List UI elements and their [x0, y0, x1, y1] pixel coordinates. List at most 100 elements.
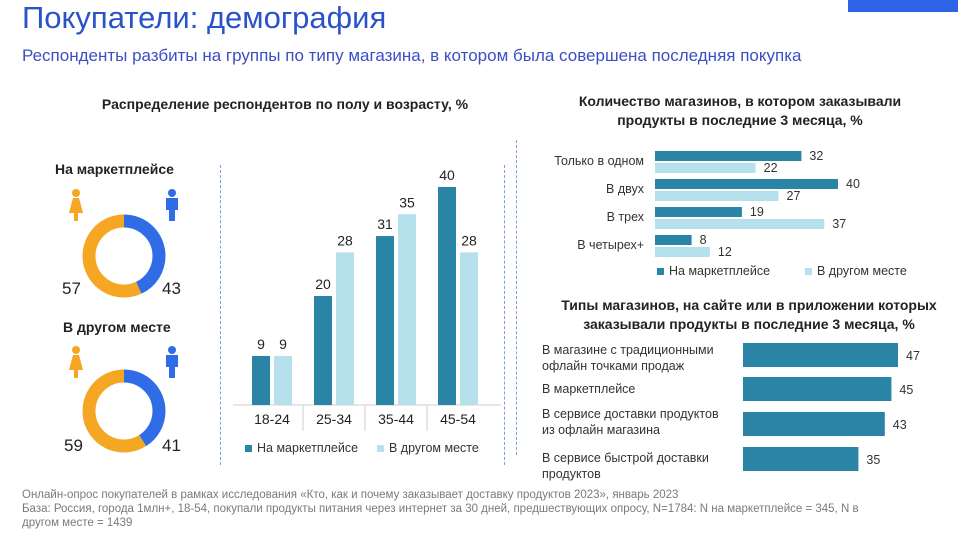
legend-swatch-dark: [245, 444, 252, 452]
bar-store-type: [743, 377, 892, 401]
x-tick-label: 35-44: [378, 411, 414, 427]
bar-value-label: 12: [718, 245, 732, 259]
type-label-1: В магазине с традиционными офлайн точкам…: [542, 342, 742, 374]
bar-other-25-34: [336, 252, 354, 405]
footnote-line1: Онлайн-опрос покупателей в рамках исслед…: [22, 489, 679, 501]
store-type-title: Типы магазинов, на сайте или в приложени…: [540, 296, 958, 334]
count-label-1: Только в одном: [554, 154, 644, 168]
male-icon: [166, 189, 178, 221]
x-tick-label: 18-24: [254, 411, 290, 427]
male-share-other: 41: [162, 436, 181, 455]
legend-swatch-light: [805, 267, 812, 275]
store-count-title: Количество магазинов, в котором заказыва…: [535, 92, 945, 130]
bar-other-18-24: [274, 355, 292, 405]
bar-value-label: 47: [906, 349, 920, 363]
legend-swatch-light: [377, 444, 384, 452]
type-label-3: В сервисе доставки продуктов из офлайн м…: [542, 406, 742, 438]
footnote-line2: База: Россия, города 1млн+, 18-54, покуп…: [22, 503, 859, 515]
age-gender-title: Распределение респондентов по полу и воз…: [101, 96, 469, 112]
type-label-3-line1: В сервисе доставки продуктов: [542, 407, 719, 421]
donut-slice-female: [82, 214, 166, 298]
bar-marketplace: [655, 151, 802, 161]
bar-marketplace: [655, 235, 692, 245]
donut-charts: [69, 189, 178, 453]
bar-value-label: 40: [439, 167, 455, 183]
bar-value-label: 9: [257, 336, 265, 352]
x-tick-label: 45-54: [440, 411, 476, 427]
store-type-title-line2: заказывали продукты в последние 3 месяца…: [583, 316, 915, 332]
type-label-4-line2: продуктов: [542, 467, 601, 481]
page-subtitle: Респонденты разбиты на группы по типу ма…: [22, 46, 802, 65]
bar-other-45-54: [460, 252, 478, 405]
store-count-title-line1: Количество магазинов, в котором заказыва…: [578, 93, 902, 109]
legend-swatch-dark: [657, 267, 664, 275]
bar-value-label: 35: [866, 453, 880, 467]
bar-value-label: 31: [377, 216, 393, 232]
count-label-4: В четырех+: [577, 238, 644, 252]
age-bar-chart: 9 9 18-24 20 28 25-34 31 35 35-44 40 28 45-54: [233, 167, 501, 431]
store-count-bar-chart: 32 22 40 27 19 37 8 12: [655, 149, 860, 259]
bar-value-label: 8: [700, 233, 707, 247]
group-label-marketplace: На маркетплейсе: [55, 161, 174, 177]
store-count-title-line2: продукты в последние 3 месяца, %: [617, 112, 863, 128]
count-legend-series1: На маркетплейсе: [657, 264, 770, 278]
separator-left: [220, 165, 221, 465]
bar-marketplace: [655, 179, 838, 189]
bar-value-label: 43: [893, 418, 907, 432]
bar-marketplace-25-34: [314, 296, 332, 405]
count-label-2: В двух: [606, 182, 644, 196]
x-tick-label: 25-34: [316, 411, 352, 427]
bar-value-label: 27: [787, 189, 801, 203]
type-label-2: В маркетплейсе: [542, 381, 742, 397]
female-icon: [69, 346, 83, 378]
bar-value-label: 9: [279, 336, 287, 352]
bar-store-type: [743, 412, 885, 436]
female-share-marketplace: 57: [62, 279, 81, 298]
legend-label-other: В другом месте: [817, 264, 907, 278]
bar-other: [655, 247, 710, 257]
age-legend-series1: На маркетплейсе: [245, 441, 358, 455]
bar-value-label: 28: [337, 232, 353, 248]
bar-value-label: 32: [809, 149, 823, 163]
bar-value-label: 45: [899, 383, 913, 397]
bar-marketplace-45-54: [438, 187, 456, 405]
age-legend-series2: В другом месте: [377, 441, 479, 455]
type-label-3-line2: из офлайн магазина: [542, 423, 660, 437]
type-label-2-line1: В маркетплейсе: [542, 382, 636, 396]
corner-accent: [848, 0, 958, 12]
bar-value-label: 22: [764, 161, 778, 175]
bar-store-type: [743, 447, 859, 471]
type-label-4-line1: В сервисе быстрой доставки: [542, 451, 709, 465]
bar-store-type: [743, 343, 898, 367]
footnote: Онлайн-опрос покупателей в рамках исслед…: [22, 488, 859, 530]
male-icon: [166, 346, 178, 378]
bar-other: [655, 163, 756, 173]
donut-slice-female: [82, 369, 166, 453]
legend-label-marketplace: На маркетплейсе: [257, 441, 359, 455]
female-icon: [69, 189, 83, 221]
store-type-title-line1: Типы магазинов, на сайте или в приложени…: [561, 297, 937, 313]
bar-marketplace-35-44: [376, 236, 394, 405]
male-share-marketplace: 43: [162, 279, 181, 298]
bar-value-label: 28: [461, 232, 477, 248]
female-share-other: 59: [64, 436, 83, 455]
type-label-1-line2: офлайн точками продаж: [542, 359, 685, 373]
bar-other: [655, 191, 779, 201]
bar-value-label: 20: [315, 276, 331, 292]
separator-right-section: [516, 140, 517, 455]
count-label-3: В трех: [606, 210, 644, 224]
bar-value-label: 19: [750, 205, 764, 219]
legend-label-other: В другом месте: [389, 441, 479, 455]
bar-value-label: 40: [846, 177, 860, 191]
legend-label-marketplace: На маркетплейсе: [669, 264, 771, 278]
store-type-bar-chart: 47 45 43 35: [743, 343, 920, 471]
bar-marketplace-18-24: [252, 355, 270, 405]
type-label-4: В сервисе быстрой доставки продуктов: [542, 450, 742, 482]
bar-other-35-44: [398, 214, 416, 405]
count-legend-series2: В другом месте: [805, 264, 907, 278]
type-label-1-line1: В магазине с традиционными: [542, 343, 714, 357]
separator-right: [504, 165, 505, 465]
bar-value-label: 37: [832, 217, 846, 231]
bar-value-label: 35: [399, 194, 415, 210]
bar-marketplace: [655, 207, 742, 217]
